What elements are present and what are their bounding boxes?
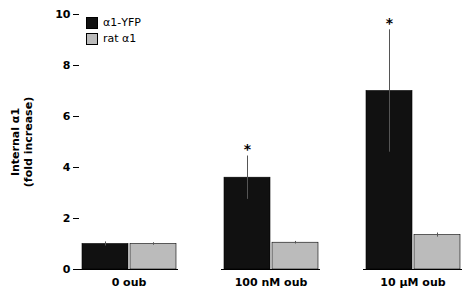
svg-text:100 nM oub: 100 nM oub — [235, 276, 308, 289]
svg-text:0: 0 — [63, 263, 71, 276]
svg-text:6: 6 — [63, 110, 71, 123]
svg-text:*: * — [244, 141, 252, 157]
svg-text:*: * — [386, 15, 394, 31]
svg-text:2: 2 — [63, 212, 71, 225]
html-text:α1-YFP: α1-YFP — [103, 16, 141, 29]
svg-text:8: 8 — [63, 59, 71, 72]
html-text:rat α1: rat α1 — [103, 32, 137, 45]
html-text:Internal α1 (fold increase): Internal α1 (fold increase) — [9, 96, 35, 187]
svg-text:0 oub: 0 oub — [112, 276, 147, 289]
svg-text:4: 4 — [63, 161, 71, 174]
svg-text:10 μM oub: 10 μM oub — [380, 276, 445, 289]
svg-text:10: 10 — [55, 8, 71, 21]
